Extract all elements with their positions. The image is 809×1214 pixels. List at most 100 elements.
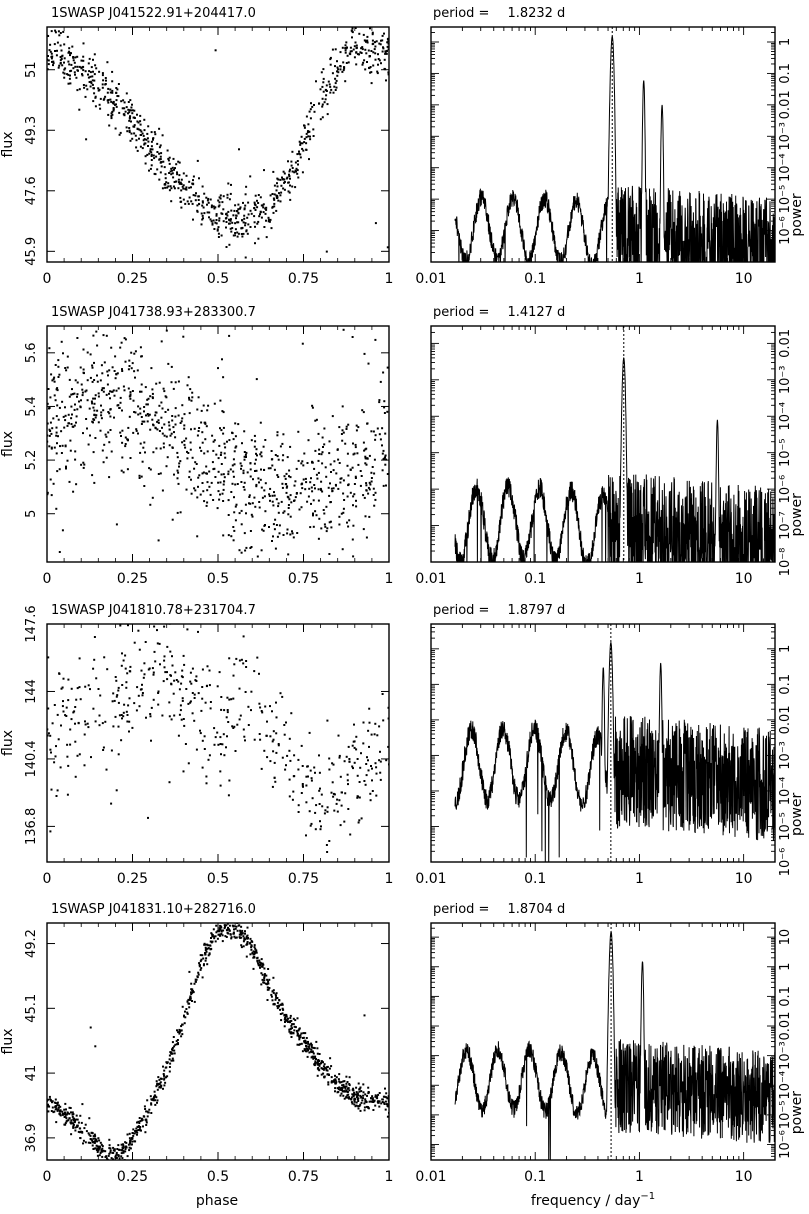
- data-point: [377, 53, 379, 56]
- data-points: [47, 27, 389, 259]
- data-point: [281, 442, 284, 445]
- data-point: [98, 1154, 101, 1157]
- data-point: [50, 57, 53, 60]
- data-point: [383, 457, 386, 460]
- data-point: [117, 701, 120, 704]
- data-point: [131, 1137, 134, 1140]
- data-point: [341, 791, 343, 794]
- data-point: [305, 115, 308, 118]
- data-point: [53, 380, 56, 383]
- data-point: [171, 166, 174, 169]
- data-point: [211, 940, 214, 943]
- data-point: [262, 211, 265, 214]
- data-point: [139, 123, 142, 126]
- data-point: [361, 409, 364, 412]
- data-point: [251, 952, 254, 955]
- data-point: [276, 185, 279, 188]
- data-point: [109, 1147, 112, 1150]
- data-point: [297, 758, 300, 761]
- data-point: [291, 532, 294, 535]
- data-point: [253, 462, 256, 465]
- data-point: [49, 830, 52, 833]
- data-point: [372, 494, 375, 496]
- data-point: [135, 1127, 138, 1130]
- data-point: [234, 519, 237, 522]
- data-point: [277, 199, 280, 202]
- data-point: [335, 86, 338, 89]
- data-point: [162, 680, 165, 683]
- data-point: [172, 692, 175, 695]
- data-point: [381, 34, 384, 37]
- data-point: [72, 425, 75, 428]
- data-point: [379, 778, 382, 781]
- data-point: [292, 1017, 295, 1020]
- data-point: [383, 400, 386, 403]
- data-point: [112, 109, 115, 112]
- data-point: [94, 64, 97, 67]
- data-point: [232, 234, 235, 237]
- data-point: [54, 31, 57, 34]
- data-point: [352, 1087, 355, 1090]
- data-point: [369, 792, 372, 795]
- data-point: [379, 771, 382, 774]
- data-point: [69, 1107, 72, 1109]
- data-point: [267, 218, 270, 221]
- data-point: [111, 1161, 113, 1163]
- data-point: [339, 824, 342, 827]
- data-point: [127, 704, 130, 707]
- y-tick-label: 5.2: [24, 450, 39, 471]
- y-tick-label: 10⁻⁵: [778, 185, 793, 214]
- data-point: [101, 449, 104, 452]
- data-point: [220, 933, 223, 935]
- data-point: [104, 95, 107, 98]
- data-point: [324, 525, 327, 528]
- data-point: [217, 481, 220, 484]
- data-point: [185, 1008, 188, 1010]
- y-tick-label: 10⁻⁵: [778, 438, 793, 467]
- data-point: [363, 780, 366, 782]
- data-point: [378, 399, 381, 402]
- data-point: [62, 352, 64, 355]
- data-point: [182, 770, 185, 773]
- data-point: [157, 421, 160, 424]
- data-point: [359, 1109, 362, 1112]
- data-point: [92, 406, 95, 409]
- data-point: [208, 953, 211, 956]
- data-point: [201, 766, 204, 769]
- data-point: [89, 376, 92, 379]
- data-point: [163, 1074, 166, 1077]
- data-point: [214, 49, 217, 52]
- data-point: [218, 201, 221, 204]
- data-point: [180, 682, 183, 685]
- data-point: [118, 1157, 121, 1160]
- data-point: [70, 417, 73, 420]
- data-point: [271, 999, 274, 1002]
- data-point: [197, 195, 200, 198]
- data-point: [292, 790, 295, 793]
- data-point: [362, 441, 365, 444]
- data-point: [151, 388, 154, 391]
- data-point: [291, 530, 293, 533]
- data-point: [268, 493, 271, 496]
- data-point: [212, 440, 215, 443]
- data-point: [190, 478, 192, 481]
- data-point: [380, 62, 382, 65]
- data-point: [305, 801, 308, 804]
- data-point: [314, 771, 316, 774]
- data-point: [229, 192, 232, 195]
- data-point: [151, 392, 154, 395]
- data-point: [219, 493, 221, 496]
- data-point: [386, 473, 389, 475]
- data-point: [176, 171, 178, 174]
- data-point: [262, 445, 265, 448]
- data-point: [345, 41, 348, 44]
- data-point: [263, 495, 266, 498]
- data-point: [270, 450, 273, 452]
- data-point: [92, 397, 95, 400]
- data-point: [275, 732, 278, 735]
- data-point: [145, 403, 148, 406]
- data-point: [218, 204, 221, 207]
- data-point: [76, 1125, 79, 1128]
- data-point: [148, 413, 151, 416]
- data-point: [322, 77, 325, 80]
